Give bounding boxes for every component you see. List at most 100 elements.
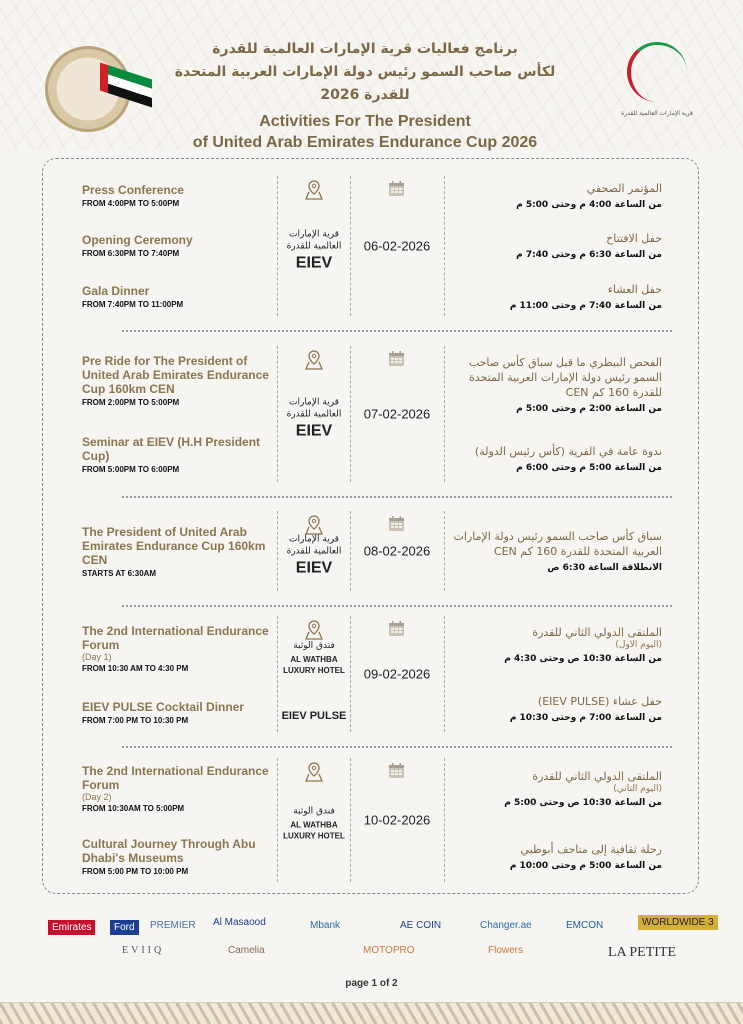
column-divider xyxy=(350,758,351,882)
event-time: من الساعة 4:00 م وحتى 5:00 م xyxy=(516,199,662,210)
column-divider xyxy=(444,758,445,882)
events-arabic: المؤتمر الصحفي من الساعة 4:00 م وحتى 5:00… xyxy=(442,170,662,322)
venue-secondary: EIEV PULSE xyxy=(281,710,347,722)
event-title: The 2nd International Endurance Forum xyxy=(82,623,269,652)
event-arabic: حفل العشاء من الساعة 7:40 م وحتى 11:00 م xyxy=(442,282,662,311)
event-title: رحلة ثقافية إلى متاحف أبوظبي xyxy=(520,843,662,856)
event-english: EIEV PULSE Cocktail Dinner FROM 7:00 PM T… xyxy=(82,700,272,725)
schedule-row: The 2nd International Endurance Forum (Da… xyxy=(82,752,662,888)
sponsor-logo: Emirates xyxy=(48,920,96,935)
event-title: المؤتمر الصحفي xyxy=(586,181,662,195)
event-title: Press Conference xyxy=(82,182,185,197)
column-divider xyxy=(350,616,351,732)
event-date: 08-02-2026 xyxy=(363,543,431,559)
event-time: FROM 5:00PM TO 6:00PM xyxy=(82,465,180,474)
event-date: 09-02-2026 xyxy=(363,666,431,682)
president-cup-logo xyxy=(45,46,152,132)
events-arabic: الملتقى الدولي الثاني للقدرة (اليوم الثان… xyxy=(442,752,662,888)
column-divider xyxy=(350,346,351,482)
events-english: Press Conference FROM 4:00PM TO 5:00PM Ope… xyxy=(82,170,272,322)
event-title: الملتقى الدولي الثاني للقدرة xyxy=(532,770,662,783)
date-column: 08-02-2026 xyxy=(352,505,442,597)
event-arabic: الفحص البيطري ما قبل سباق كأس صاحب السمو… xyxy=(442,355,662,414)
events-english: Pre Ride for The President of United Ara… xyxy=(82,340,272,488)
event-time: FROM 5:00 PM TO 10:00 PM xyxy=(82,867,189,876)
event-time: FROM 7:00 PM TO 10:30 PM xyxy=(82,715,189,725)
venue-column: قرية الإمارات العالمية للقدرة EIEV xyxy=(279,340,349,488)
schedule-row: The President of United Arab Emirates En… xyxy=(82,505,672,607)
venue-english: AL WATHBA LUXURY HOTEL xyxy=(283,820,345,841)
event-title: سباق كأس صاحب السمو رئيس دولة الإمارات ا… xyxy=(453,530,662,558)
eiev-logo-caption: قرية الإمارات العالمية للقدرة xyxy=(621,110,693,117)
event-time: STARTS AT 6:30AM xyxy=(82,568,157,578)
schedule-row: The 2nd International Endurance Forum (Da… xyxy=(82,610,672,748)
venue: قرية الإمارات العالمية للقدرة EIEV xyxy=(279,228,349,272)
event-title: The President of United Arab Emirates En… xyxy=(82,524,266,567)
event-english: Gala Dinner FROM 7:40PM TO 11:00PM xyxy=(82,284,272,309)
schedule-row: Pre Ride for The President of United Ara… xyxy=(82,340,672,498)
event-arabic: الملتقى الدولي الثاني للقدرة (اليوم الاول… xyxy=(442,625,662,664)
venue-arabic: قرية الإمارات العالمية للقدرة xyxy=(286,229,342,252)
events-english: The 2nd International Endurance Forum (Da… xyxy=(82,752,272,888)
event-time: FROM 10:30 AM TO 4:30 PM xyxy=(82,663,189,673)
venue-column: فندق الوثبة AL WATHBA LUXURY HOTEL xyxy=(279,752,349,888)
event-subtitle: (اليوم الاول) xyxy=(615,640,662,650)
date-column: 10-02-2026 xyxy=(352,752,442,888)
sponsor-logo: AE COIN xyxy=(400,920,442,931)
event-title: Opening Ceremony xyxy=(82,233,193,248)
venue-english: EIEV xyxy=(295,559,333,577)
event-arabic: الملتقى الدولي الثاني للقدرة (اليوم الثان… xyxy=(442,769,662,808)
event-arabic: سباق كأس صاحب السمو رئيس دولة الإمارات ا… xyxy=(442,529,662,573)
events-arabic: الفحص البيطري ما قبل سباق كأس صاحب السمو… xyxy=(442,340,662,488)
event-english: Seminar at EIEV (H.H President Cup) FROM … xyxy=(82,435,272,474)
calendar-icon xyxy=(388,515,405,532)
page-header: برنامج فعاليات قرية الإمارات العالمية لل… xyxy=(150,38,580,153)
column-divider xyxy=(444,346,445,482)
event-time: من الساعة 10:30 ص وحتى 4:30 م xyxy=(504,654,662,664)
event-title: حفل عشاء (EIEV PULSE) xyxy=(537,695,662,708)
venue-english: AL WATHBA LUXURY HOTEL xyxy=(283,654,345,675)
event-title: EIEV PULSE Cocktail Dinner xyxy=(82,699,245,714)
venue: قرية الإمارات العالمية للقدرة EIEV xyxy=(279,533,349,577)
event-time: من الساعة 2:00 م وحتى 5:00 م xyxy=(516,404,662,414)
event-time: من الساعة 7:40 م وحتى 11:00 م xyxy=(509,301,662,312)
event-time: FROM 10:30AM TO 5:00PM xyxy=(82,804,185,813)
footer-background-pattern xyxy=(0,1002,743,1024)
event-title: حفل العشاء xyxy=(607,283,662,297)
sponsor-logo: Camelia xyxy=(228,945,265,956)
event-title: The 2nd International Endurance Forum xyxy=(82,764,269,792)
venue-column: قرية الإمارات العالمية للقدرة EIEV xyxy=(279,505,349,597)
schedule-frame xyxy=(42,158,699,894)
event-title: الملتقى الدولي الثاني للقدرة xyxy=(532,626,662,639)
venue: قرية الإمارات العالمية للقدرة EIEV xyxy=(279,396,349,440)
event-time: من الساعة 5:00 م وحتى 6:00 م xyxy=(516,463,662,473)
row-divider xyxy=(122,605,672,607)
column-divider xyxy=(444,176,445,316)
column-divider xyxy=(277,616,278,732)
event-english: Cultural Journey Through Abu Dhabi's Mus… xyxy=(82,837,272,876)
page-number: page 1 of 2 xyxy=(345,978,398,989)
date-column: 07-02-2026 xyxy=(352,340,442,488)
event-time: FROM 6:30PM TO 7:40PM xyxy=(82,249,180,259)
event-time: من الساعة 10:30 ص وحتى 5:00 م xyxy=(504,798,662,808)
horse-logo-icon xyxy=(627,42,687,102)
date-column: 09-02-2026 xyxy=(352,610,442,738)
location-pin-icon xyxy=(305,762,323,782)
events-english: The President of United Arab Emirates En… xyxy=(82,505,272,597)
column-divider xyxy=(350,176,351,316)
location-pin-icon xyxy=(305,180,323,200)
event-english: The 2nd International Endurance Forum (Da… xyxy=(82,624,272,673)
event-time: من الساعة 7:00 م وحتى 10:30 م xyxy=(509,713,662,723)
calendar-icon xyxy=(388,350,405,367)
event-time: FROM 2:00PM TO 5:00PM xyxy=(82,398,180,407)
event-english: Pre Ride for The President of United Ara… xyxy=(82,354,272,407)
row-divider xyxy=(122,496,672,498)
event-title: Seminar at EIEV (H.H President Cup) xyxy=(82,435,261,463)
title-english-line-1: Activities For The President xyxy=(259,113,471,130)
calendar-icon xyxy=(388,180,405,197)
venue-column: فندق الوثبة AL WATHBA LUXURY HOTEL EIEV PU… xyxy=(279,610,349,738)
event-time: من الساعة 5:00 م وحتى 10:00 م xyxy=(509,861,662,871)
schedule-row: Press Conference FROM 4:00PM TO 5:00PM Ope… xyxy=(82,170,672,332)
event-arabic: حفل عشاء (EIEV PULSE) من الساعة 7:00 م وح… xyxy=(442,694,662,723)
events-arabic: سباق كأس صاحب السمو رئيس دولة الإمارات ا… xyxy=(442,505,662,597)
